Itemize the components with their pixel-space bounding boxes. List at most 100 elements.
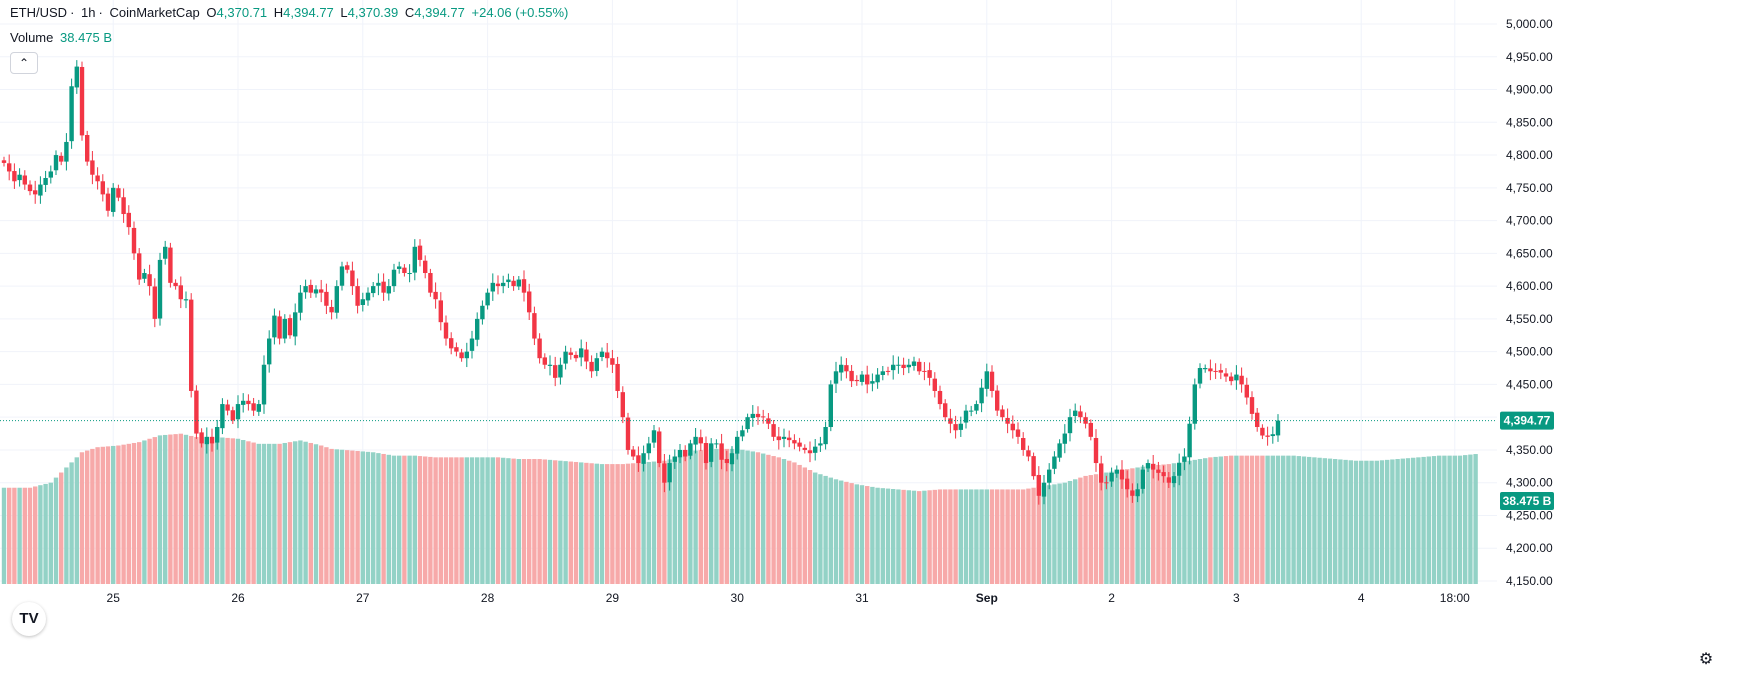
x-tick-label: 3 [1233, 591, 1240, 605]
volume-bar [1057, 483, 1062, 584]
volume-bar [293, 441, 298, 584]
volume-bar [1171, 463, 1177, 584]
volume-bar [360, 451, 365, 584]
candle-body [1171, 476, 1177, 484]
candle-body [1223, 373, 1229, 377]
volume-bar [1078, 477, 1083, 584]
volume-bar [433, 457, 438, 584]
candle-body [1197, 368, 1203, 384]
volume-bar [963, 489, 969, 584]
candle-body [1275, 420, 1281, 436]
candle-body [225, 404, 230, 411]
volume-bar [880, 488, 885, 584]
candle-body [1119, 469, 1125, 480]
time-axis[interactable]: 25 26 27 28 29 30 31 Sep 2 3 4 18:00 [107, 591, 1471, 605]
candle-body [1130, 490, 1135, 496]
candle-body [131, 227, 137, 254]
volume-bar [1156, 464, 1161, 584]
volume-bar [568, 461, 573, 584]
volume-tag-label: 38.475 B [1503, 494, 1552, 508]
candle-body [599, 351, 605, 358]
volume-bar [298, 440, 303, 584]
volume-bar [272, 443, 277, 584]
candle-body [974, 404, 979, 411]
volume-bar [147, 438, 152, 584]
volume-bar [121, 444, 126, 584]
legend-change: +24.06 (+0.55%) [471, 5, 569, 20]
candle-body [376, 282, 381, 286]
y-tick-label: 4,250.00 [1506, 508, 1553, 522]
volume-bar [631, 463, 636, 584]
candle-body [126, 212, 131, 228]
legend-interval: 1h [81, 5, 96, 20]
volume-bar [53, 477, 59, 584]
candle-body [506, 279, 511, 283]
candle-body [1, 160, 7, 163]
x-tick-label: 31 [855, 591, 869, 605]
volume-bar [1197, 459, 1203, 584]
y-tick-label: 4,950.00 [1506, 50, 1553, 64]
volume-bar [896, 489, 901, 584]
volume-bar [1047, 485, 1052, 584]
candle-body [958, 423, 963, 430]
volume-bar [1192, 459, 1197, 584]
volume-bar [1437, 455, 1442, 584]
volume-bar [1036, 486, 1041, 584]
volume-bar [761, 453, 766, 584]
candle-body [1041, 482, 1047, 497]
volume-bar [1463, 455, 1468, 584]
volume-bar [1265, 455, 1270, 584]
volume-bar [1114, 470, 1119, 584]
candle-body [85, 135, 90, 162]
candle-body [251, 403, 256, 411]
volume-bar [1041, 486, 1047, 584]
volume-bar [95, 447, 100, 584]
volume-bar [1343, 459, 1348, 584]
candle-body [896, 364, 901, 366]
candle-body [792, 440, 797, 444]
candle-body [625, 417, 631, 450]
volume-bar [1379, 460, 1385, 584]
candle-body [1203, 368, 1208, 370]
price-tag [1500, 411, 1554, 430]
volume-bar [802, 467, 807, 584]
tradingview-logo[interactable]: TV [12, 602, 46, 636]
candle-body [475, 318, 480, 340]
candle-body [90, 160, 95, 175]
chevron-up-icon[interactable]: ⌃ [10, 52, 38, 74]
volume-bar [137, 442, 142, 584]
candle-body [516, 279, 521, 287]
axis-tags: 4,394.77 38.475 B [1500, 411, 1554, 510]
volume-bar [1213, 456, 1218, 584]
candle-body [823, 427, 828, 445]
legend-low-label: L [340, 5, 348, 20]
volume-bar [620, 464, 625, 584]
volume-bar [1249, 455, 1255, 584]
volume-bar [1385, 459, 1390, 584]
volume-bar [828, 477, 833, 584]
volume-bar [1359, 460, 1364, 584]
volume-bar [1151, 465, 1156, 584]
candle-body [272, 315, 277, 338]
volume-bar [1260, 455, 1265, 584]
candle-body [1229, 376, 1234, 382]
candle-body [1156, 469, 1161, 473]
volume-bar [646, 461, 651, 584]
volume-bar [677, 456, 683, 584]
volume-label[interactable]: Volume [10, 30, 54, 45]
candle-body [911, 361, 917, 366]
y-tick-label: 4,800.00 [1506, 148, 1553, 162]
volume-bar [1317, 457, 1322, 584]
gear-icon[interactable]: ⚙ [1698, 651, 1714, 668]
candle-body [584, 349, 589, 362]
candle-body [839, 364, 844, 373]
volume-bar [371, 452, 376, 584]
candle-body [345, 265, 350, 270]
volume-bar [573, 461, 579, 584]
candle-body [1005, 417, 1010, 424]
volume-bar [662, 460, 667, 584]
volume-bar [542, 459, 547, 584]
candle-body [116, 188, 121, 198]
legend-symbol[interactable]: ETH/USD [10, 5, 68, 20]
